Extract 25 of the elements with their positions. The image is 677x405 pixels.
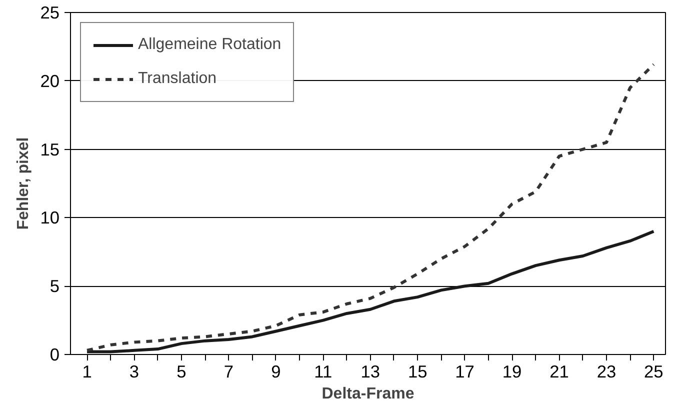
- x-tick-label: 3: [129, 362, 140, 382]
- x-tick-label: 7: [224, 362, 234, 382]
- y-tick-label: 15: [40, 139, 60, 160]
- x-tick-label: 9: [271, 362, 281, 382]
- y-tick-label: 25: [40, 2, 60, 22]
- y-tick-label: 0: [50, 344, 60, 364]
- x-tick-label: 13: [360, 362, 380, 382]
- x-tick-label: 15: [408, 362, 428, 382]
- legend-label: Translation: [138, 70, 217, 88]
- line-series: [86, 62, 656, 352]
- x-tick-label: 25: [644, 362, 664, 382]
- y-tick-label: 5: [50, 276, 60, 296]
- legend-label: Allgemeine Rotation: [138, 36, 282, 54]
- x-tick-label: 11: [314, 362, 332, 382]
- x-axis-title: Delta-Frame: [322, 386, 414, 402]
- x-tick-label: 23: [596, 362, 616, 382]
- x-tick-label: 1: [82, 362, 92, 382]
- x-tick-label: 17: [455, 362, 474, 382]
- y-tick-label: 10: [40, 208, 60, 228]
- y-axis-title: Fehler, pixel: [15, 137, 32, 230]
- x-tick-label: 21: [550, 362, 569, 382]
- line-series: [86, 230, 656, 354]
- x-tick-label: 19: [502, 362, 522, 382]
- y-tick-label: 20: [40, 70, 60, 91]
- x-tick-label: 5: [176, 362, 186, 382]
